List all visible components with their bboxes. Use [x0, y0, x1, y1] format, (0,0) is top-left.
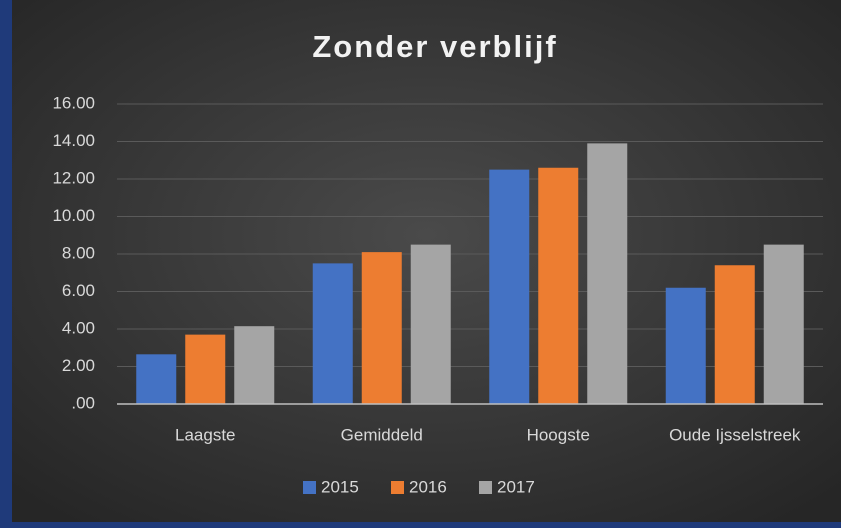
x-tick-label: Gemiddeld [341, 425, 423, 444]
bar [185, 334, 226, 404]
x-tick-label: Oude Ijsselstreek [669, 425, 801, 444]
y-tick-label: 12.00 [52, 168, 95, 187]
y-tick-label: 4.00 [62, 318, 95, 337]
legend-label: 2016 [409, 477, 447, 496]
y-tick-label: 8.00 [62, 243, 95, 262]
bar [763, 244, 804, 404]
bar [312, 263, 353, 404]
y-tick-label: 14.00 [52, 131, 95, 150]
bar [410, 244, 451, 404]
bar [714, 265, 755, 404]
bar [587, 143, 628, 404]
y-tick-label: 2.00 [62, 356, 95, 375]
chart-title: Zonder verblijf [312, 29, 557, 64]
legend-label: 2015 [321, 477, 359, 496]
bar [361, 252, 402, 404]
legend-label: 2017 [497, 477, 535, 496]
y-tick-label: 6.00 [62, 281, 95, 300]
y-tick-label: 16.00 [52, 93, 95, 112]
bar [136, 354, 177, 404]
legend-swatch [303, 481, 316, 494]
bar [538, 167, 579, 404]
y-tick-label: .00 [71, 393, 95, 412]
legend-swatch [391, 481, 404, 494]
bar [489, 169, 530, 404]
x-tick-label: Laagste [175, 425, 236, 444]
y-tick-label: 10.00 [52, 206, 95, 225]
bar [234, 326, 275, 404]
legend-swatch [479, 481, 492, 494]
x-tick-label: Hoogste [527, 425, 590, 444]
bar [665, 287, 706, 404]
